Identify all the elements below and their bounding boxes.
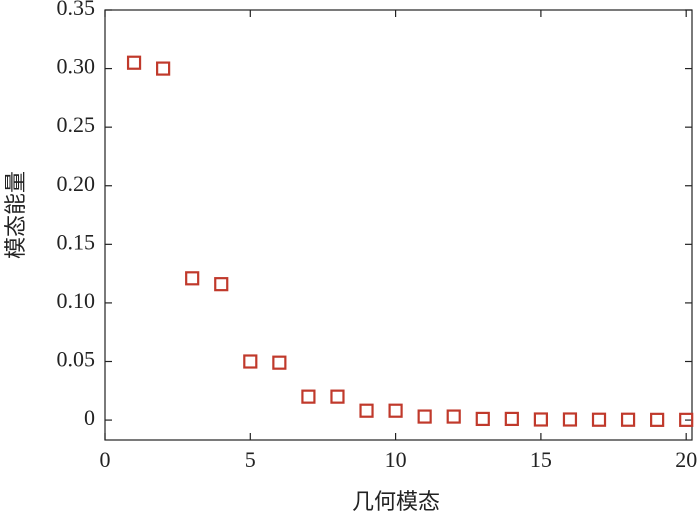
point <box>243 354 258 369</box>
y-tick-label: 0.25 <box>57 112 96 137</box>
point <box>126 55 142 70</box>
point <box>533 412 548 427</box>
x-tick-label: 15 <box>530 447 552 472</box>
point <box>272 355 287 370</box>
point <box>388 403 403 418</box>
point <box>156 61 171 76</box>
point <box>679 412 694 427</box>
point <box>330 389 345 404</box>
y-tick-label: 0.30 <box>57 54 96 79</box>
x-tick-label: 0 <box>100 447 111 472</box>
x-axis-label: 几何模态 <box>352 489 440 514</box>
point <box>591 412 607 427</box>
y-tick-label: 0.10 <box>57 288 96 313</box>
point <box>214 277 229 292</box>
point <box>359 403 374 418</box>
point <box>417 409 432 424</box>
point <box>301 389 316 404</box>
y-axis-label: 模态能量 <box>3 171 28 259</box>
point <box>475 411 490 427</box>
point <box>562 412 578 427</box>
x-tick-label: 5 <box>245 447 256 472</box>
y-tick-label: 0.35 <box>57 0 96 20</box>
y-tick-label: 0.05 <box>57 347 96 372</box>
point <box>620 412 636 427</box>
y-tick-label: 0 <box>84 405 95 430</box>
point <box>504 411 519 427</box>
point <box>446 409 461 424</box>
y-tick-label: 0.20 <box>57 171 96 196</box>
plot-frame <box>104 9 693 441</box>
x-tick-label: 20 <box>675 447 697 472</box>
y-tick-label: 0.15 <box>57 229 96 254</box>
point <box>185 271 200 286</box>
point <box>650 412 665 427</box>
x-tick-label: 10 <box>385 447 407 472</box>
